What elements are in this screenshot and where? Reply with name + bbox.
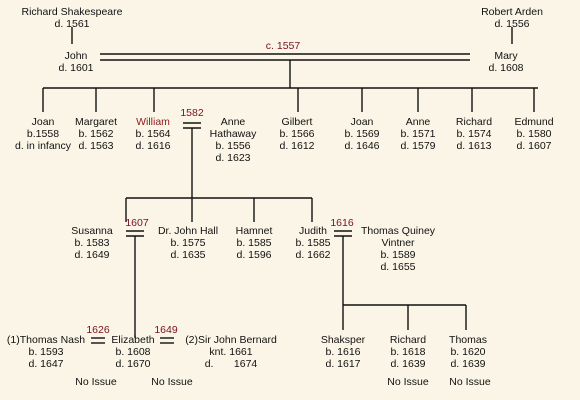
person-gilbert: Gilbert b. 1566 d. 1612: [279, 116, 315, 152]
marriage-date-william-anne: 1582: [180, 107, 204, 119]
no-issue-thomas: No Issue: [449, 376, 491, 388]
marriage-date-susanna-hall: 1607: [125, 217, 149, 229]
marriage-date-elizabeth-bernard: 1649: [154, 324, 178, 336]
person-richard-shakespeare: Richard Shakespeare d. 1561: [21, 6, 123, 30]
person-hamnet: Hamnet b. 1585 d. 1596: [235, 225, 273, 261]
person-judith: Judith b. 1585 d. 1662: [295, 225, 331, 261]
no-issue-bernard: No Issue: [151, 376, 193, 388]
person-robert-arden: Robert Arden d. 1556: [481, 6, 543, 30]
person-john-bernard: (2)Sir John Bernard knt. 1661 d. 1674: [185, 334, 277, 370]
no-issue-richard: No Issue: [387, 376, 429, 388]
person-john: John d. 1601: [58, 50, 94, 74]
person-shaksper: Shaksper b. 1616 d. 1617: [320, 334, 366, 370]
person-elizabeth: Elizabeth b. 1608 d. 1670: [111, 334, 155, 370]
person-anne-1571: Anne b. 1571 d. 1579: [400, 116, 436, 152]
person-john-hall: Dr. John Hall b. 1575 d. 1635: [157, 225, 219, 261]
person-joan-1569: Joan b. 1569 d. 1646: [344, 116, 380, 152]
person-richard-1618: Richard b. 1618 d. 1639: [389, 334, 427, 370]
marriage-date-judith-quiney: 1616: [330, 217, 354, 229]
person-edmund: Edmund b. 1580 d. 1607: [514, 116, 554, 152]
marriage-date-john-mary: c. 1557: [265, 40, 301, 52]
marriage-date-nash-elizabeth: 1626: [86, 324, 110, 336]
person-margaret: Margaret b. 1562 d. 1563: [74, 116, 118, 152]
person-thomas-quiney: Thomas Quiney Vintner b. 1589 d. 1655: [360, 225, 436, 273]
person-joan-1558: Joan b.1558 d. in infancy: [14, 116, 72, 152]
person-thomas-nash: (1)Thomas Nash b. 1593 d. 1647: [6, 334, 86, 370]
person-susanna: Susanna b. 1583 d. 1649: [71, 225, 113, 261]
person-richard-1574: Richard b. 1574 d. 1613: [455, 116, 493, 152]
no-issue-nash: No Issue: [75, 376, 117, 388]
person-mary: Mary d. 1608: [488, 50, 524, 74]
person-william: William b. 1564 d. 1616: [135, 116, 171, 152]
person-anne-hathaway: Anne Hathaway b. 1556 d. 1623: [209, 116, 257, 164]
person-thomas-1620: Thomas b. 1620 d. 1639: [449, 334, 487, 370]
